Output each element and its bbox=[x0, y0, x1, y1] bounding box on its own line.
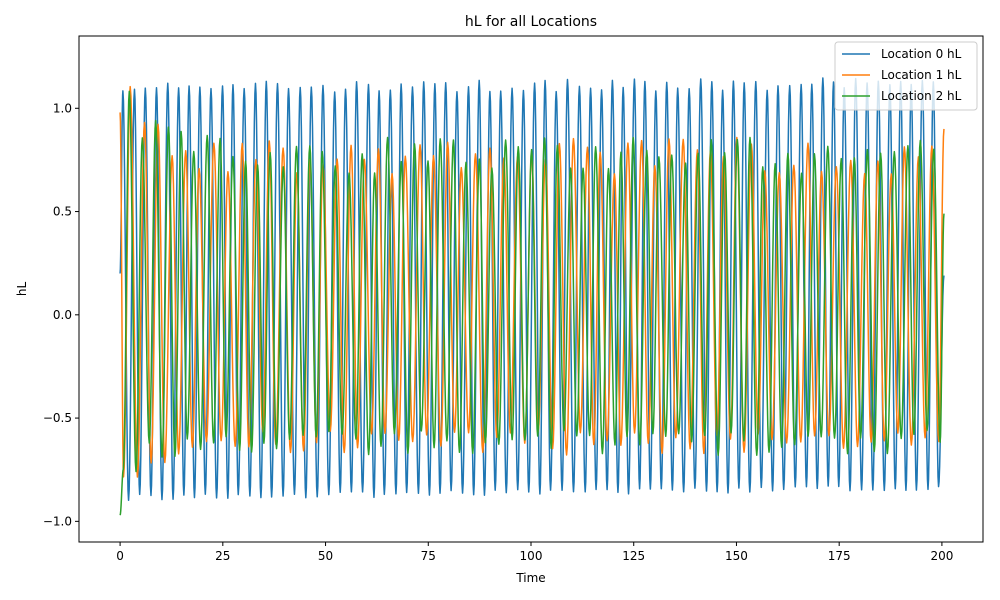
legend-label-0: Location 0 hL bbox=[881, 47, 962, 61]
x-tick-label: 150 bbox=[725, 549, 748, 563]
y-axis: −1.0 −0.5 0.0 0.5 1.0 bbox=[43, 101, 79, 528]
y-tick-label: 0.5 bbox=[53, 205, 72, 219]
series-layer bbox=[119, 77, 945, 516]
x-tick-label: 25 bbox=[215, 549, 230, 563]
x-tick-label: 0 bbox=[116, 549, 124, 563]
series-line-0 bbox=[119, 77, 945, 502]
y-tick-label: 0.0 bbox=[53, 308, 72, 322]
x-axis: 0 25 50 75 100 125 150 175 200 bbox=[116, 542, 953, 563]
y-tick-label: 1.0 bbox=[53, 101, 72, 115]
y-tick-label: −0.5 bbox=[43, 411, 72, 425]
x-tick-label: 200 bbox=[930, 549, 953, 563]
x-tick-label: 50 bbox=[318, 549, 333, 563]
x-tick-label: 125 bbox=[622, 549, 645, 563]
chart-title: hL for all Locations bbox=[465, 14, 597, 30]
x-tick-label: 100 bbox=[520, 549, 543, 563]
legend: Location 0 hL Location 1 hL Location 2 h… bbox=[834, 41, 978, 111]
legend-label-1: Location 1 hL bbox=[881, 68, 962, 82]
y-axis-label: hL bbox=[15, 282, 29, 297]
y-tick-label: −1.0 bbox=[43, 514, 72, 528]
series-line-2 bbox=[119, 90, 945, 516]
x-axis-label: Time bbox=[515, 571, 545, 585]
legend-box bbox=[834, 41, 978, 111]
x-tick-label: 175 bbox=[828, 549, 851, 563]
x-tick-label: 75 bbox=[421, 549, 436, 563]
legend-label-2: Location 2 hL bbox=[881, 89, 962, 103]
